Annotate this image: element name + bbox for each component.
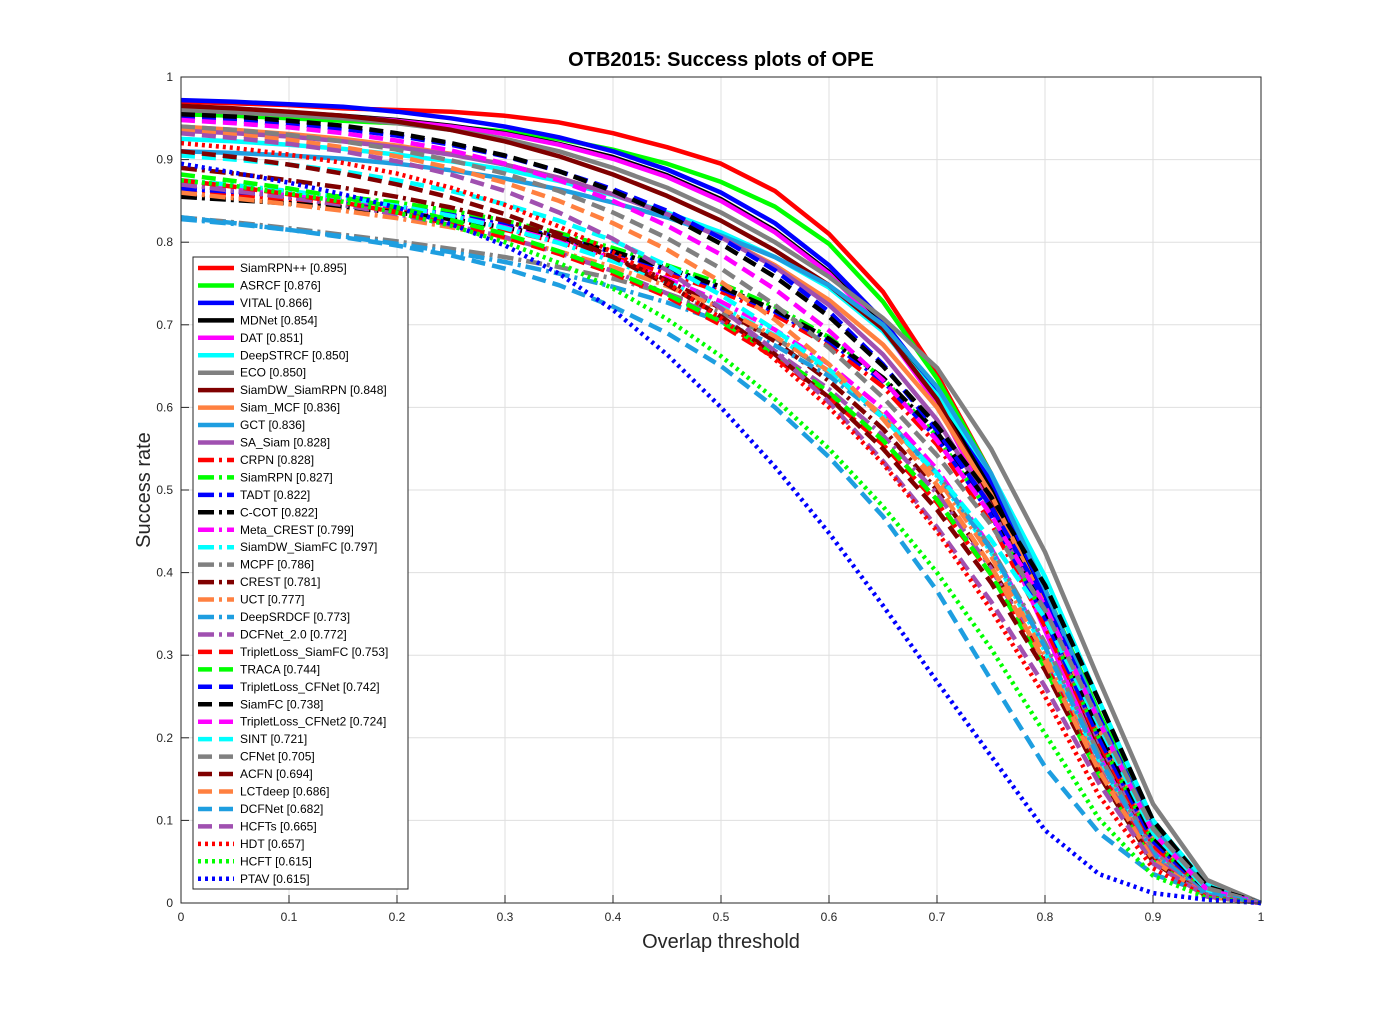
legend-label-deepsrdcf: DeepSRDCF [0.773] xyxy=(240,610,350,624)
x-tick-label: 0.5 xyxy=(713,910,730,924)
x-tick-label: 0.9 xyxy=(1145,910,1162,924)
x-tick-label: 0.7 xyxy=(929,910,946,924)
series-line-dcfnet xyxy=(180,215,1262,906)
y-tick-label: 0.7 xyxy=(156,318,173,332)
legend-label-hcft: HCFT [0.615] xyxy=(240,854,312,868)
x-tick-label: 0.2 xyxy=(389,910,406,924)
x-tick-label: 0.6 xyxy=(821,910,838,924)
legend-label-dcfnet: DCFNet [0.682] xyxy=(240,802,323,816)
legend-label-siamdw-siamfc: SiamDW_SiamFC [0.797] xyxy=(240,540,377,554)
series-line-cfnet xyxy=(180,124,1262,906)
series-line-hcft xyxy=(180,178,1262,906)
y-tick-label: 0.3 xyxy=(156,648,173,662)
legend-label-tripletloss-cfnet2: TripletLoss_CFNet2 [0.724] xyxy=(240,715,386,729)
x-tick-label: 1 xyxy=(1258,910,1265,924)
legend-label-cfnet: CFNet [0.705] xyxy=(240,750,315,764)
legend-label-acfn: ACFN [0.694] xyxy=(240,767,313,781)
legend-label-dcfnet-2-0: DCFNet_2.0 [0.772] xyxy=(240,627,347,641)
legend-label-traca: TRACA [0.744] xyxy=(240,662,320,676)
legend-label-hdt: HDT [0.657] xyxy=(240,837,304,851)
y-tick-label: 0.6 xyxy=(156,400,173,414)
y-tick-label: 0.9 xyxy=(156,153,173,167)
legend-label-uct: UCT [0.777] xyxy=(240,593,304,607)
series-line-hcfts xyxy=(180,130,1262,906)
y-tick-label: 0.5 xyxy=(156,483,173,497)
legend: SiamRPN++ [0.895] ASRCF [0.876] VITAL [0.8… xyxy=(192,256,409,890)
y-tick-labels: 0 0.1 0.2 0.3 0.4 0.5 0.6 0.7 0.8 0.9 1 xyxy=(156,70,173,910)
legend-label-hcfts: HCFTs [0.665] xyxy=(240,819,317,833)
x-tick-label: 0.3 xyxy=(497,910,514,924)
legend-label-mdnet: MDNet [0.854] xyxy=(240,313,317,327)
legend-label-lctdeep: LCTdeep [0.686] xyxy=(240,785,329,799)
series-line-hdt xyxy=(180,140,1262,906)
legend-label-asrcf: ASRCF [0.876] xyxy=(240,278,321,292)
chart-title: OTB2015: Success plots of OPE xyxy=(568,49,874,71)
y-tick-label: 0 xyxy=(166,896,173,910)
y-tick-label: 0.1 xyxy=(156,813,173,827)
y-tick-label: 1 xyxy=(166,70,173,84)
legend-label-siamrpn: SiamRPN [0.827] xyxy=(240,470,333,484)
plot-frame xyxy=(180,76,1262,904)
legend-label-deepstrcf: DeepSTRCF [0.850] xyxy=(240,348,349,362)
y-tick-label: 0.8 xyxy=(156,235,173,249)
legend-label-eco: ECO [0.850] xyxy=(240,366,306,380)
x-tick-label: 0.4 xyxy=(605,910,622,924)
x-tick-labels: 0 0.1 0.2 0.3 0.4 0.5 0.6 0.7 0.8 0.9 1 xyxy=(178,910,1265,924)
y-tick-label: 0.2 xyxy=(156,731,173,745)
series-line-sint xyxy=(180,153,1262,906)
series-line-tripletloss-cfnet xyxy=(180,116,1262,906)
legend-label-gct: GCT [0.836] xyxy=(240,418,305,432)
x-tick-label: 0 xyxy=(178,910,185,924)
legend-label-siamfc: SiamFC [0.738] xyxy=(240,697,323,711)
legend-label-vital: VITAL [0.866] xyxy=(240,296,312,310)
legend-label-tripletloss-siamfc: TripletLoss_SiamFC [0.753] xyxy=(240,645,388,659)
series-line-ptav xyxy=(180,161,1262,906)
legend-label-ptav: PTAV [0.615] xyxy=(240,872,310,886)
series-lines xyxy=(180,97,1262,906)
legend-label-meta-crest: Meta_CREST [0.799] xyxy=(240,523,354,537)
y-axis-label: Success rate xyxy=(133,432,155,548)
legend-label-siamdw-siamrpn: SiamDW_SiamRPN [0.848] xyxy=(240,383,387,397)
legend-label-crest: CREST [0.781] xyxy=(240,575,320,589)
legend-label-crpn: CRPN [0.828] xyxy=(240,453,314,467)
series-line-siamfc xyxy=(180,111,1262,906)
legend-label-sa-siam: SA_Siam [0.828] xyxy=(240,436,330,450)
legend-label-tadt: TADT [0.822] xyxy=(240,488,310,502)
legend-label-tripletloss-cfnet: TripletLoss_CFNet [0.742] xyxy=(240,680,380,694)
x-tick-label: 0.8 xyxy=(1037,910,1054,924)
series-line-lctdeep xyxy=(180,128,1262,906)
legend-label-c-cot: C-COT [0.822] xyxy=(240,505,318,519)
legend-box xyxy=(192,256,409,890)
y-tick-label: 0.4 xyxy=(156,566,173,580)
legend-label-dat: DAT [0.851] xyxy=(240,331,303,345)
x-axis-label: Overlap threshold xyxy=(642,931,800,953)
legend-label-sint: SINT [0.721] xyxy=(240,732,307,746)
legend-label-siamrpn-: SiamRPN++ [0.895] xyxy=(240,261,347,275)
x-tick-label: 0.1 xyxy=(281,910,298,924)
series-line-tripletloss-cfnet2 xyxy=(180,117,1262,906)
legend-label-mcpf: MCPF [0.786] xyxy=(240,558,314,572)
legend-label-siam-mcf: Siam_MCF [0.836] xyxy=(240,401,340,415)
